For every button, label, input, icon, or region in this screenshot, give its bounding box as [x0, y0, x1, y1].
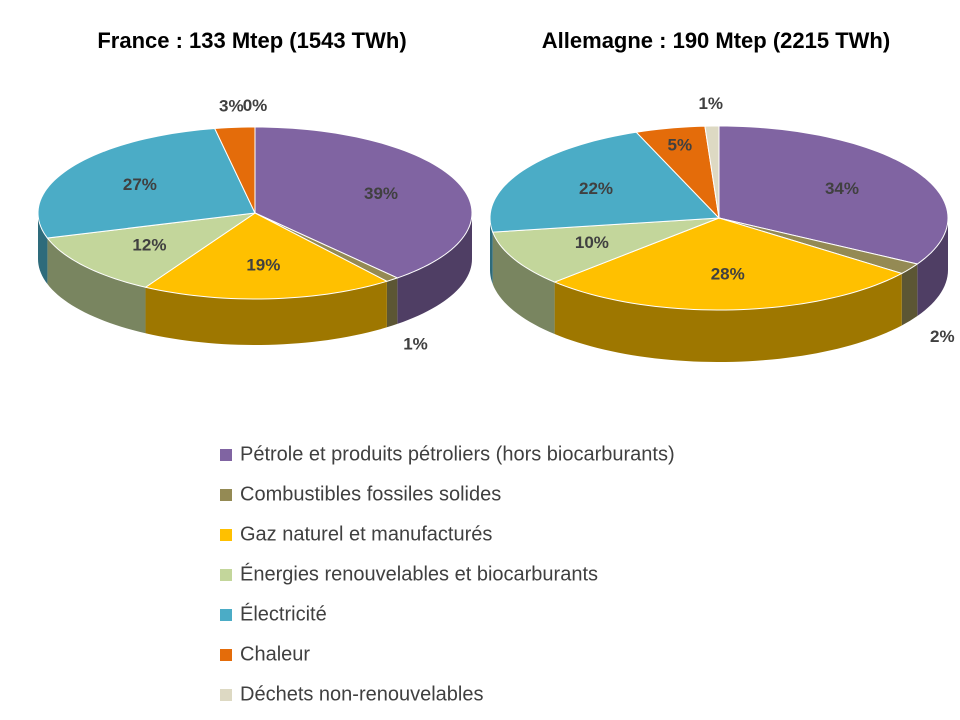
slice-side — [492, 232, 555, 335]
slice-side — [554, 273, 902, 362]
slice — [144, 212, 389, 300]
value-label: 1% — [403, 334, 428, 353]
slice — [37, 127, 256, 239]
slice — [491, 217, 720, 283]
chart-title: France : 133 Mtep (1543 TWh) — [97, 28, 406, 53]
slice — [718, 125, 949, 265]
value-label: 5% — [668, 136, 693, 155]
value-label: 0% — [243, 96, 268, 115]
value-label: 10% — [575, 233, 609, 252]
value-label: 3% — [219, 96, 244, 115]
slice — [635, 125, 720, 220]
slice-side — [397, 213, 472, 324]
slice — [46, 212, 256, 288]
value-label: 2% — [930, 327, 955, 346]
value-label: 34% — [825, 179, 859, 198]
value-label: 22% — [579, 179, 613, 198]
legend-label: Électricité — [240, 602, 327, 625]
slice — [704, 125, 720, 219]
slice — [489, 131, 721, 233]
legend-swatch — [220, 489, 232, 501]
slice-side — [386, 277, 398, 328]
chart-title: Allemagne : 190 Mtep (2215 TWh) — [542, 28, 890, 53]
value-label: 28% — [711, 264, 745, 283]
legend-label: Combustibles fossiles solides — [240, 483, 501, 505]
slice — [553, 217, 904, 311]
legend-swatch — [220, 449, 232, 461]
slice-side — [901, 264, 918, 326]
slice — [213, 126, 256, 214]
value-label: 39% — [364, 184, 398, 203]
slice-side — [38, 213, 48, 285]
value-label: 19% — [246, 256, 280, 275]
slice-side — [47, 238, 146, 334]
slice-side — [917, 218, 948, 316]
legend-swatch — [220, 649, 232, 661]
value-label: 27% — [123, 175, 157, 194]
slice-side — [490, 218, 493, 285]
slice — [254, 126, 473, 279]
legend-swatch — [220, 529, 232, 541]
value-label: 12% — [132, 236, 166, 255]
value-label: 1% — [698, 94, 723, 113]
legend-label: Énergies renouvelables et biocarburants — [240, 562, 598, 585]
legend-label: Pétrole et produits pétroliers (hors bio… — [240, 443, 675, 465]
legend-label: Gaz naturel et manufacturés — [240, 523, 492, 545]
legend-swatch — [220, 689, 232, 701]
legend-swatch — [220, 609, 232, 621]
legend-swatch — [220, 569, 232, 581]
legend-label: Déchets non-renouvelables — [240, 683, 484, 705]
legend-label: Chaleur — [240, 643, 310, 665]
